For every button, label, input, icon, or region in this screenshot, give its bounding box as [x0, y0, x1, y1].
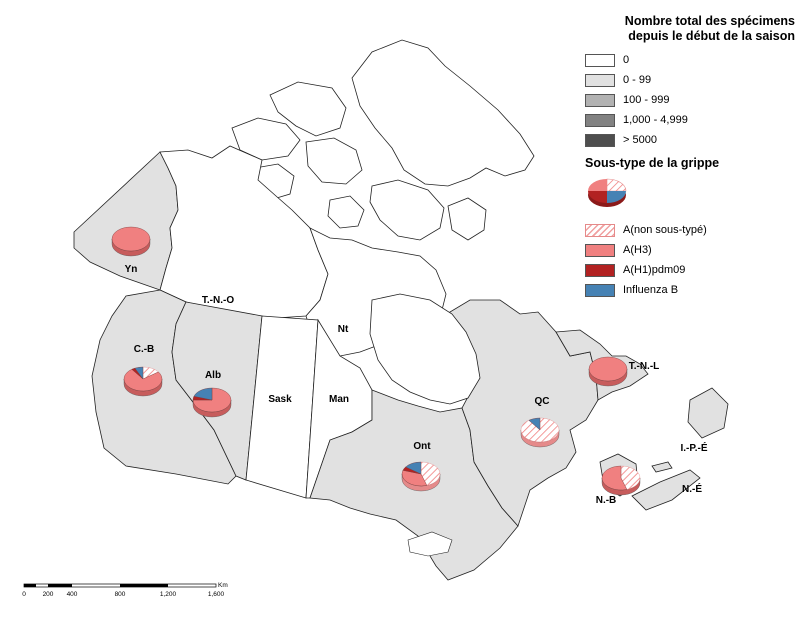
- pie-cb[interactable]: [123, 366, 163, 397]
- scale-tick-5: 1,600: [208, 591, 225, 598]
- pie-slice: [134, 366, 144, 380]
- legend-label-0: 0: [623, 54, 630, 66]
- legend-subtype-label-3: Influenza B: [623, 284, 679, 296]
- legend-total-item: 1,000 - 4,999: [585, 110, 795, 130]
- pie-slice: [620, 465, 641, 490]
- pie-alb[interactable]: [192, 387, 232, 418]
- label-alb: Alb: [205, 370, 221, 381]
- legend-swatch-1: [585, 73, 615, 87]
- scale-tick-4: 1,200: [160, 591, 177, 598]
- scale-tick-0: 0: [22, 591, 26, 598]
- pie-nb[interactable]: [601, 465, 641, 496]
- label-cb: C.-B: [134, 344, 155, 355]
- region-nova-scotia[interactable]: [631, 469, 701, 511]
- pie-tnl[interactable]: [588, 356, 628, 387]
- legend-subtype-label-1: A(H3): [623, 244, 652, 256]
- label-tno: T.-N.-O: [202, 295, 234, 306]
- pie-slice: [193, 387, 213, 401]
- legend-swatch-3: [585, 113, 615, 127]
- pie-slice: [405, 461, 422, 475]
- label-tnl: T.-N.-L: [629, 361, 660, 372]
- legend-label-2: 100 - 999: [623, 94, 670, 106]
- region-pei[interactable]: [651, 461, 673, 473]
- legend-subtype-item: Influenza B: [585, 280, 795, 300]
- scale-tick-3: 800: [115, 591, 126, 598]
- scale-bar: Km 0 200 400 800 1,200 1,600: [22, 582, 228, 598]
- region-northwest-territories[interactable]: [159, 145, 329, 319]
- hudson-bay: [369, 293, 481, 405]
- legend-total-title-line2: depuis le début de la saison: [628, 29, 795, 43]
- legend-label-3: 1,000 - 4,999: [623, 114, 688, 126]
- label-sask: Sask: [268, 394, 292, 405]
- legend-total-title: Nombre total des spécimens depuis le déb…: [585, 14, 795, 44]
- label-ne: N.-É: [682, 482, 702, 495]
- label-qc: QC: [535, 396, 550, 407]
- legend-total-title-line1: Nombre total des spécimens: [624, 14, 795, 28]
- scale-unit: Km: [218, 582, 228, 589]
- legend-subtype-swatch-2: [585, 263, 615, 277]
- pie-slice: [111, 226, 151, 252]
- pie-slice: [588, 356, 628, 382]
- pie-slice: [123, 369, 163, 392]
- pie-yn[interactable]: [111, 226, 151, 257]
- legend-total-item: 0 - 99: [585, 70, 795, 90]
- legend-total-item: 0: [585, 50, 795, 70]
- label-nt: Nt: [338, 324, 349, 335]
- pie-ont[interactable]: [401, 461, 441, 492]
- legend-swatch-0: [585, 53, 615, 67]
- legend-subtype-swatch-1: [585, 243, 615, 257]
- legend-subtype-item: A(non sous-typé): [585, 220, 795, 240]
- legend-subtype-swatch-0: [585, 223, 615, 237]
- legend-label-1: 0 - 99: [623, 74, 652, 86]
- legend-total-item: > 5000: [585, 130, 795, 150]
- legend-swatch-4: [585, 133, 615, 147]
- label-yn: Yn: [125, 264, 138, 275]
- pie-slice: [192, 387, 232, 413]
- legend-subtype-label-0: A(non sous-typé): [623, 224, 707, 236]
- pie-slice: [528, 417, 541, 431]
- pie-charts: [111, 226, 641, 496]
- legend-sample-pie: [588, 178, 627, 207]
- legend-total-item: 100 - 999: [585, 90, 795, 110]
- legend-subtype-label-2: A(H1)pdm09: [623, 264, 686, 276]
- label-nb: N.-B: [596, 495, 617, 506]
- region-quebec[interactable]: [439, 299, 599, 527]
- legend-subtype-item: A(H3): [585, 240, 795, 260]
- pie-slice: [601, 465, 628, 491]
- region-newfoundland-island[interactable]: [687, 387, 729, 439]
- label-ont: Ont: [413, 441, 431, 452]
- legend-subtype-swatch-3: [585, 283, 615, 297]
- legend-subtype-item: A(H1)pdm09: [585, 260, 795, 280]
- scale-tick-1: 200: [43, 591, 54, 598]
- label-man: Man: [329, 394, 349, 405]
- legend-label-4: > 5000: [623, 134, 657, 146]
- legend-subtype-title: Sous-type de la grippe: [585, 156, 720, 170]
- legend-swatch-2: [585, 93, 615, 107]
- scale-tick-2: 400: [67, 591, 78, 598]
- pie-qc[interactable]: [520, 417, 560, 448]
- great-lakes: [407, 531, 453, 557]
- region-labels: Yn T.-N.-O Nt C.-B Alb Sask Man Ont QC T…: [125, 264, 708, 506]
- pie-slice: [401, 470, 428, 487]
- pie-slice: [420, 461, 441, 486]
- label-ipe: I.-P.-É: [680, 441, 707, 454]
- legend: Nombre total des spécimens depuis le déb…: [585, 14, 795, 300]
